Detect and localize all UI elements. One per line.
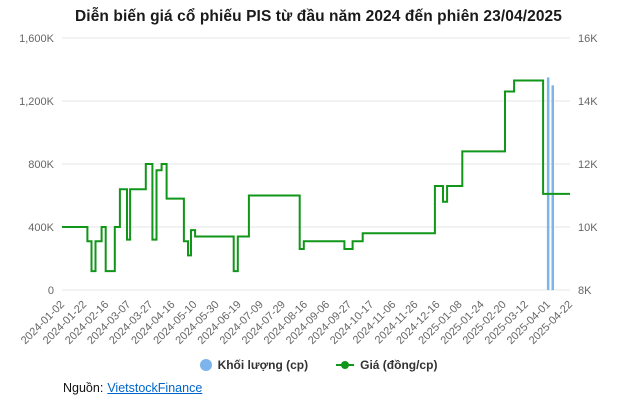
volume-bar [551, 85, 554, 291]
price-series-marker-icon [336, 361, 355, 369]
volume-bar [546, 77, 550, 291]
right-axis-tick: 8K [578, 285, 592, 297]
chart-title: Diễn biến giá cổ phiếu PIS từ đầu năm 20… [75, 8, 562, 25]
left-axis-tick: 1,200K [19, 96, 55, 108]
left-axis-tick: 400K [28, 222, 54, 234]
source-row: Nguồn: VietstockFinance [63, 381, 202, 395]
legend-volume-label: Khối lượng (cp) [217, 358, 309, 372]
chart-legend: Khối lượng (cp) Giá (đồng/cp) [0, 358, 637, 372]
right-axis-tick: 14K [578, 96, 598, 108]
legend-price-label: Giá (đồng/cp) [360, 358, 438, 372]
volume-series-marker-icon [199, 359, 212, 371]
legend-item-volume[interactable]: Khối lượng (cp) [199, 358, 309, 372]
price-line [62, 79, 570, 273]
right-axis-tick: 16K [578, 33, 598, 45]
right-axis-tick: 10K [578, 222, 598, 234]
left-axis-tick: 800K [28, 159, 54, 171]
source-label: Nguồn: [63, 381, 104, 395]
left-axis-tick: 0 [48, 285, 54, 297]
left-axis-tick: 1,600K [19, 33, 55, 45]
right-axis-tick: 12K [578, 159, 598, 171]
legend-item-price[interactable]: Giá (đồng/cp) [336, 358, 437, 372]
source-link[interactable]: VietstockFinance [107, 381, 203, 395]
